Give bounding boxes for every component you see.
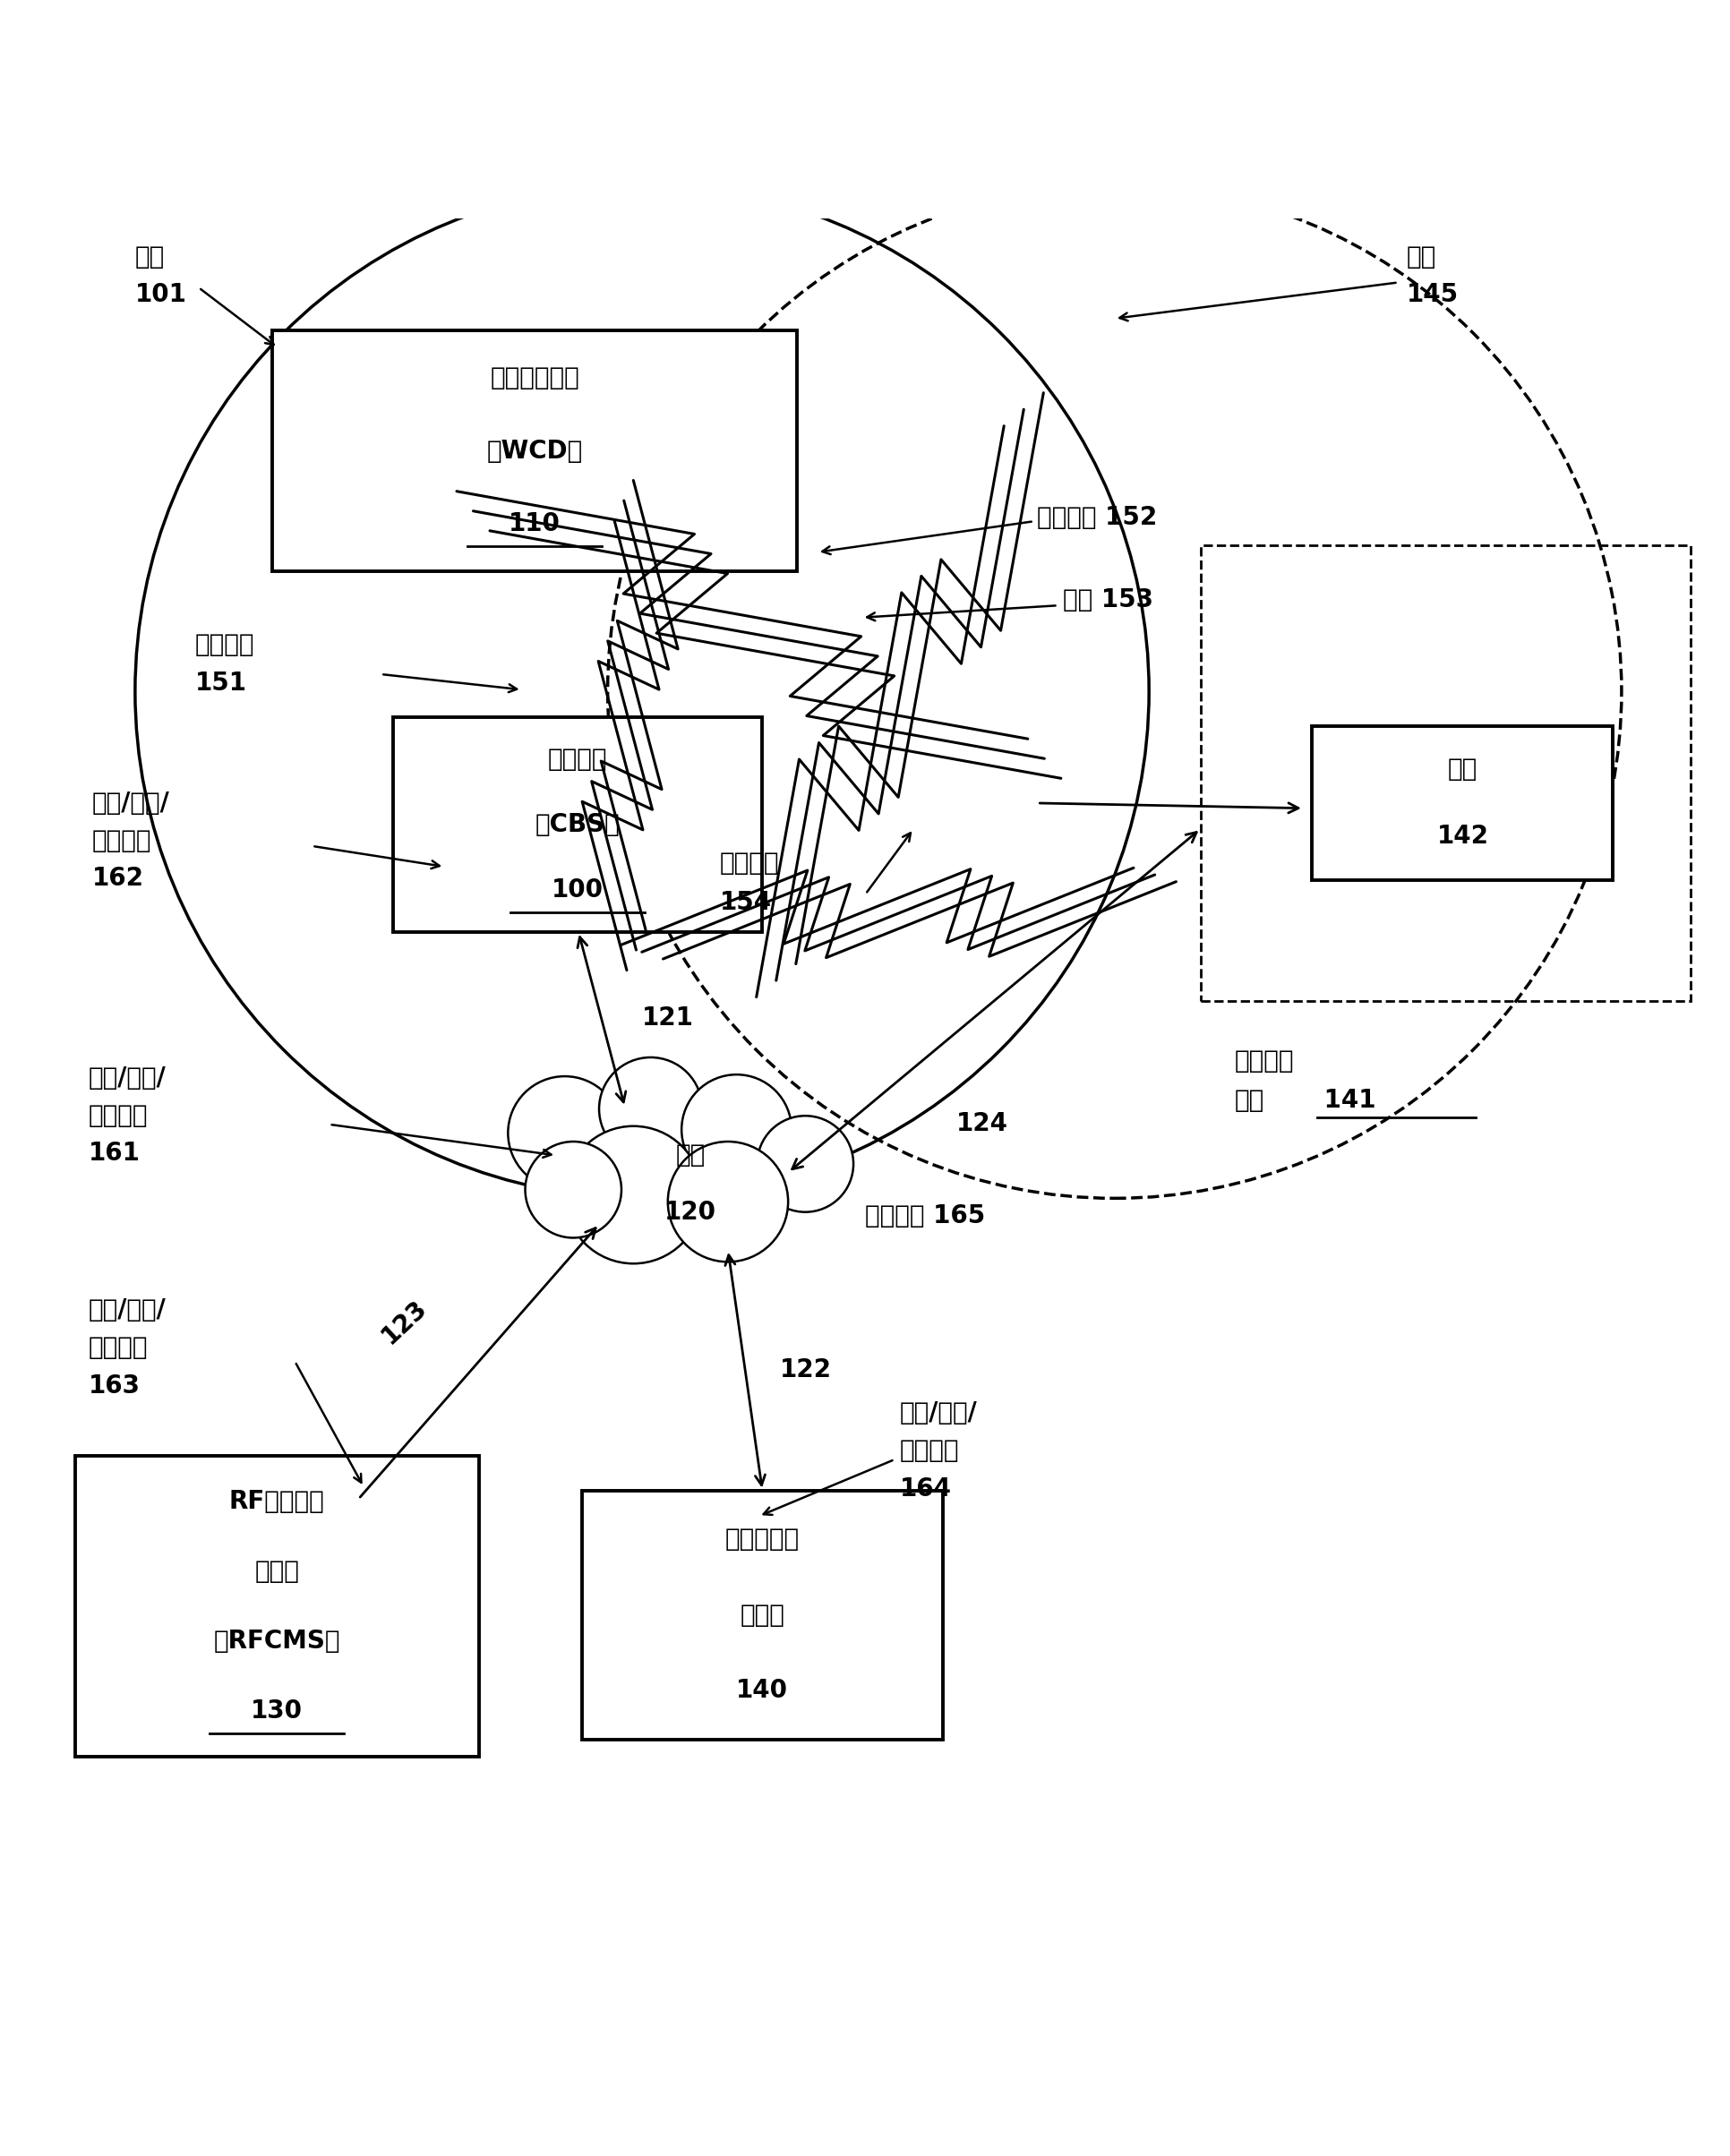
Text: 初始噪声 152: 初始噪声 152 [1036,505,1157,530]
Text: 无线信号: 无线信号 [195,632,254,658]
Text: 价格数据: 价格数据 [92,828,152,854]
Text: 164: 164 [900,1477,952,1501]
Bar [74,1455,479,1757]
Text: 122: 122 [778,1358,830,1382]
Text: 124: 124 [957,1110,1009,1136]
Text: （RFCMS）: （RFCMS） [213,1628,341,1654]
Text: 145: 145 [1406,282,1458,306]
Text: 价格数据: 价格数据 [88,1104,149,1128]
Text: 现任供应商: 现任供应商 [725,1526,799,1552]
Text: 无线通信装置: 无线通信装置 [490,364,580,390]
Text: 网络: 网络 [1233,1089,1265,1112]
Bar [1201,545,1690,1000]
Text: 范围: 范围 [135,244,164,270]
Text: 162: 162 [92,867,144,890]
Text: 服务器: 服务器 [254,1559,299,1585]
Circle shape [599,1056,702,1160]
Text: 151: 151 [195,671,247,696]
Circle shape [524,1141,621,1238]
Text: （WCD）: （WCD） [486,438,583,464]
Text: 网络: 网络 [675,1143,704,1169]
Text: 基站: 基站 [1446,757,1477,783]
Text: 服务器: 服务器 [740,1602,784,1628]
Text: 141: 141 [1315,1089,1375,1112]
Text: 范围: 范围 [1406,244,1436,270]
Text: 价格数据: 价格数据 [88,1335,149,1360]
Text: 154: 154 [720,890,772,916]
Text: 101: 101 [135,282,187,306]
Text: 价格数据: 价格数据 [900,1438,958,1464]
Circle shape [756,1117,853,1212]
Text: 140: 140 [735,1677,787,1703]
Circle shape [682,1074,791,1184]
Text: 161: 161 [88,1141,140,1166]
Text: RF信道调解: RF信道调解 [228,1490,325,1514]
Text: 123: 123 [377,1296,432,1350]
Text: 121: 121 [642,1005,694,1031]
Text: 110: 110 [509,511,561,537]
Text: 163: 163 [88,1373,140,1397]
Circle shape [507,1076,621,1190]
Text: 100: 100 [552,877,604,901]
Bar [1311,727,1612,880]
Text: 信号调节 165: 信号调节 165 [865,1203,984,1229]
Text: 142: 142 [1436,824,1488,849]
Text: 测量/选择/: 测量/选择/ [92,791,170,815]
Text: （CBS）: （CBS） [535,813,619,837]
Text: 认知基站: 认知基站 [548,746,607,772]
Bar [581,1490,943,1740]
Text: 无线信号: 无线信号 [720,852,779,875]
Circle shape [564,1125,702,1263]
Text: 120: 120 [664,1199,716,1225]
Text: 130: 130 [251,1699,303,1725]
Text: 测量/选择/: 测量/选择/ [900,1401,977,1425]
Text: 测量/选择/: 测量/选择/ [88,1065,166,1091]
Bar [272,330,796,571]
Text: 测量/选择/: 测量/选择/ [88,1298,166,1322]
Text: 无线通信: 无线通信 [1233,1048,1294,1074]
Text: 噪声 153: 噪声 153 [1062,589,1152,612]
Bar [393,718,761,931]
Circle shape [668,1141,787,1261]
